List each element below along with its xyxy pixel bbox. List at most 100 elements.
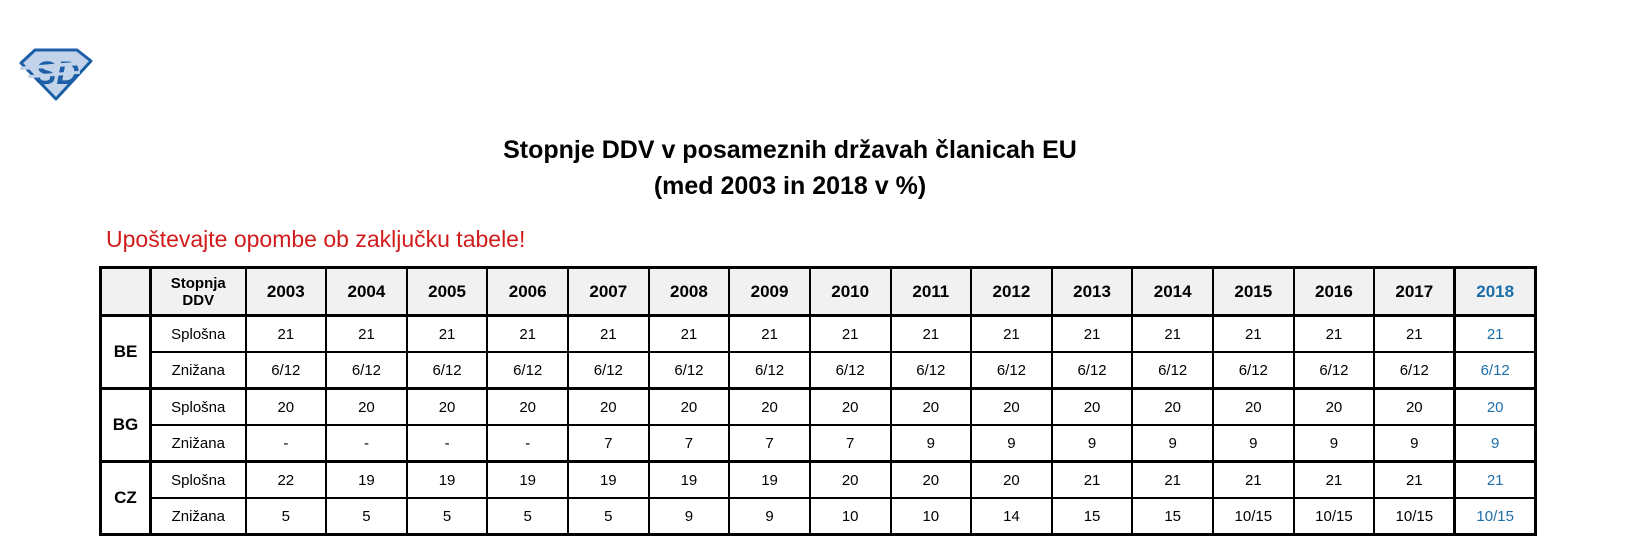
page-title-line1: Stopnje DDV v posameznih državah članica… <box>503 136 1077 164</box>
vat-value-cell: 21 <box>1373 460 1456 499</box>
table-row: Znižana 5 5 5 5 5 9 9 10 10 14 15 15 10/15 10/15 10/15 1… <box>101 497 1537 536</box>
rate-header-line1: Stopnja <box>170 274 226 292</box>
rate-type-header: Stopnja DDV <box>149 266 247 317</box>
year-header-cell: 2012 <box>970 266 1053 317</box>
vat-value-cell: 20 <box>970 460 1053 499</box>
vat-value-cell: - <box>486 424 569 463</box>
vat-value-cell: 20 <box>889 387 973 426</box>
vat-value-cell: 6/12 <box>1050 351 1134 390</box>
vat-value-cell: 21 <box>808 314 892 353</box>
vat-value-cell: 10 <box>808 497 892 536</box>
year-header-cell: 2003 <box>244 266 328 317</box>
vat-value-cell: 7 <box>567 424 650 463</box>
sd-logo: SD <box>18 46 94 102</box>
vat-value-cell: 21 <box>1453 314 1537 353</box>
vat-value-cell: 21 <box>728 314 811 353</box>
vat-value-cell: 19 <box>486 460 569 499</box>
year-header-cell: 2010 <box>808 266 892 317</box>
vat-value-cell: 5 <box>405 497 489 536</box>
vat-value-cell: 9 <box>647 497 731 536</box>
vat-value-cell: - <box>244 424 328 463</box>
vat-value-cell: 20 <box>808 387 892 426</box>
vat-value-cell: 6/12 <box>1212 351 1295 390</box>
table-row: Znižana 6/12 6/12 6/12 6/12 6/12 6/12 6/12 6/12 6… <box>101 351 1537 390</box>
rate-type-cell: Znižana <box>149 351 247 390</box>
vat-value-cell: 20 <box>808 460 892 499</box>
vat-value-cell: 19 <box>567 460 650 499</box>
vat-value-cell: 20 <box>405 387 489 426</box>
vat-value-cell: 20 <box>244 387 328 426</box>
vat-value-cell: 21 <box>1453 460 1537 499</box>
vat-value-cell: 20 <box>1131 387 1214 426</box>
rate-type-cell: Znižana <box>149 424 247 463</box>
vat-value-cell: 20 <box>1050 387 1134 426</box>
page-title-line2: (med 2003 in 2018 v %) <box>653 172 927 200</box>
vat-value-cell: 19 <box>325 460 408 499</box>
vat-table-body: BE Splošna 21 21 21 21 21 21 21 21 21 21 21 21 21 21 21 2… <box>99 314 1537 536</box>
vat-value-cell: 20 <box>889 460 973 499</box>
vat-value-cell: 21 <box>325 314 408 353</box>
table-row: BG Splošna 20 20 20 20 20 20 20 20 20 20 20 20 20 20 20 2… <box>99 387 1537 463</box>
vat-value-cell: 21 <box>1050 314 1134 353</box>
vat-value-cell: 20 <box>1373 387 1456 426</box>
vat-value-cell: 20 <box>1453 387 1537 426</box>
vat-value-cell: 20 <box>970 387 1053 426</box>
vat-value-cell: 21 <box>1131 460 1214 499</box>
vat-value-cell: 21 <box>1373 314 1456 353</box>
vat-value-cell: 21 <box>647 314 731 353</box>
vat-value-cell: 10/15 <box>1373 497 1456 536</box>
sd-diamond-icon: SD <box>19 48 93 101</box>
corner-cell <box>99 266 152 317</box>
vat-value-cell: 21 <box>1292 460 1376 499</box>
vat-value-cell: 21 <box>889 314 973 353</box>
vat-value-cell: 21 <box>1212 314 1295 353</box>
rate-type-cell: Splošna <box>149 460 247 499</box>
vat-value-cell: 7 <box>647 424 731 463</box>
year-header-cell: 2008 <box>647 266 731 317</box>
vat-value-cell: 6/12 <box>647 351 731 390</box>
vat-value-cell: 6/12 <box>405 351 489 390</box>
year-header-cell: 2017 <box>1373 266 1456 317</box>
rate-header-line2: DDV <box>182 291 215 309</box>
vat-value-cell: 6/12 <box>970 351 1053 390</box>
year-header-cell: 2016 <box>1292 266 1376 317</box>
vat-value-cell: 5 <box>486 497 569 536</box>
vat-value-cell: 19 <box>647 460 731 499</box>
year-header-cell: 2004 <box>325 266 408 317</box>
vat-table: Stopnja DDV 2003 2004 2005 2006 2007 2008 2009 20… <box>99 266 1537 536</box>
table-row: BE Splošna 21 21 21 21 21 21 21 21 21 21 21 21 21 21 21 2… <box>99 314 1537 390</box>
year-header-cell: 2007 <box>567 266 650 317</box>
vat-value-cell: 6/12 <box>244 351 328 390</box>
vat-value-cell: 6/12 <box>325 351 408 390</box>
vat-value-cell: 6/12 <box>889 351 973 390</box>
vat-value-cell: 9 <box>1131 424 1214 463</box>
country-code-cell: BE <box>99 314 152 390</box>
year-header-cell: 2018 <box>1453 266 1537 317</box>
vat-value-cell: 9 <box>1373 424 1456 463</box>
vat-value-cell: 6/12 <box>486 351 569 390</box>
vat-value-cell: 9 <box>728 497 811 536</box>
vat-value-cell: - <box>405 424 489 463</box>
vat-value-cell: 20 <box>647 387 731 426</box>
vat-value-cell: 10 <box>889 497 973 536</box>
vat-value-cell: 9 <box>1050 424 1134 463</box>
vat-value-cell: 5 <box>244 497 328 536</box>
vat-table-head: Stopnja DDV 2003 2004 2005 2006 2007 2008 2009 20… <box>99 266 1537 317</box>
year-header-cell: 2009 <box>728 266 811 317</box>
vat-value-cell: 21 <box>567 314 650 353</box>
page-title: Stopnje DDV v posameznih državah članica… <box>0 132 1580 204</box>
vat-value-cell: 21 <box>1292 314 1376 353</box>
vat-value-cell: 10/15 <box>1453 497 1537 536</box>
vat-value-cell: 10/15 <box>1292 497 1376 536</box>
vat-value-cell: 21 <box>1212 460 1295 499</box>
vat-value-cell: 22 <box>244 460 328 499</box>
country-code-cell: CZ <box>99 460 152 536</box>
year-header-cell: 2015 <box>1212 266 1295 317</box>
vat-value-cell: 9 <box>889 424 973 463</box>
vat-value-cell: 6/12 <box>1292 351 1376 390</box>
vat-value-cell: 6/12 <box>567 351 650 390</box>
vat-value-cell: 9 <box>970 424 1053 463</box>
table-row: Znižana - - - -7 7 7 7 9 9 9 9 9 9 9 9 <box>101 424 1537 463</box>
vat-value-cell: 9 <box>1292 424 1376 463</box>
vat-value-cell: 20 <box>728 387 811 426</box>
